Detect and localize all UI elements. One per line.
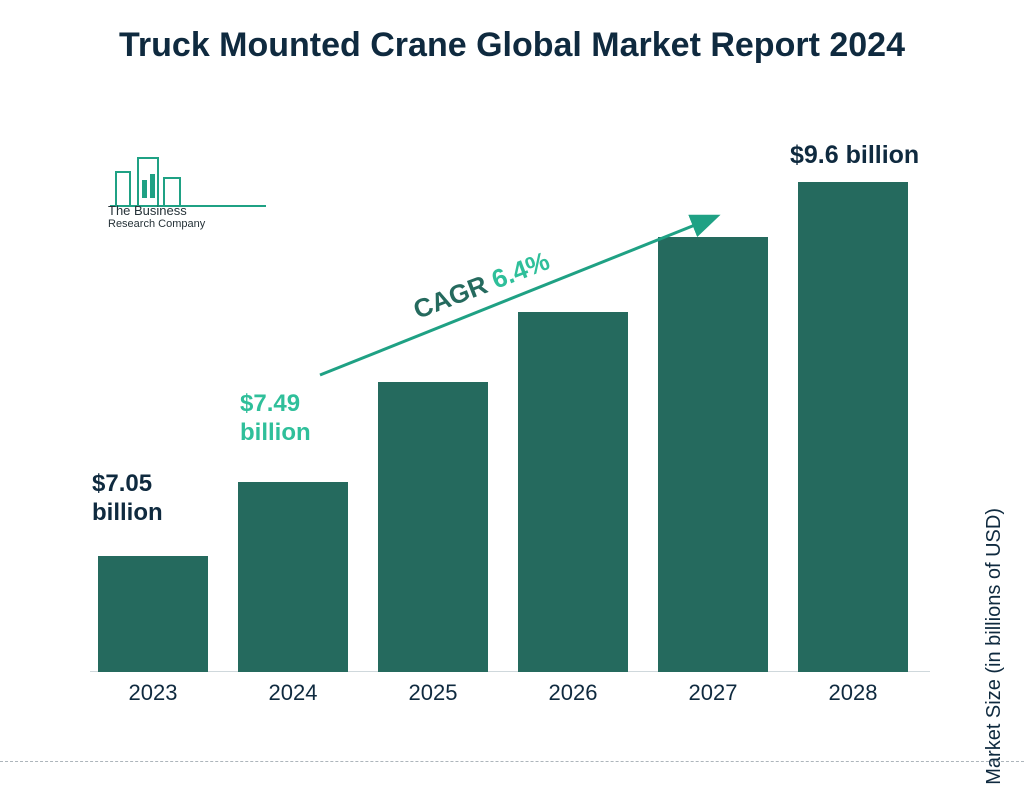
- bar-2028: [798, 182, 908, 672]
- bar-2023: [98, 556, 208, 672]
- value-label-1: $7.49billion: [240, 390, 311, 448]
- x-label-2027: 2027: [658, 680, 768, 706]
- chart-title-text: Truck Mounted Crane Global Market Report…: [119, 26, 905, 64]
- value-label-2: $9.6 billion: [790, 140, 919, 170]
- bar-chart: 2023 2024 2025 2026 2027 2028: [90, 150, 930, 710]
- x-label-2024: 2024: [238, 680, 348, 706]
- bar-2027: [658, 237, 768, 672]
- bar-2026: [518, 312, 628, 672]
- x-label-2023: 2023: [98, 680, 208, 706]
- x-label-2026: 2026: [518, 680, 628, 706]
- footer-divider: [0, 761, 1024, 762]
- bar-2025: [378, 382, 488, 672]
- y-axis-label: Market Size (in billions of USD): [983, 508, 1006, 785]
- x-label-2028: 2028: [798, 680, 908, 706]
- chart-title: Truck Mounted Crane Global Market Report…: [0, 24, 1024, 67]
- x-label-2025: 2025: [378, 680, 488, 706]
- bar-2024: [238, 482, 348, 672]
- value-label-0: $7.05billion: [92, 470, 163, 528]
